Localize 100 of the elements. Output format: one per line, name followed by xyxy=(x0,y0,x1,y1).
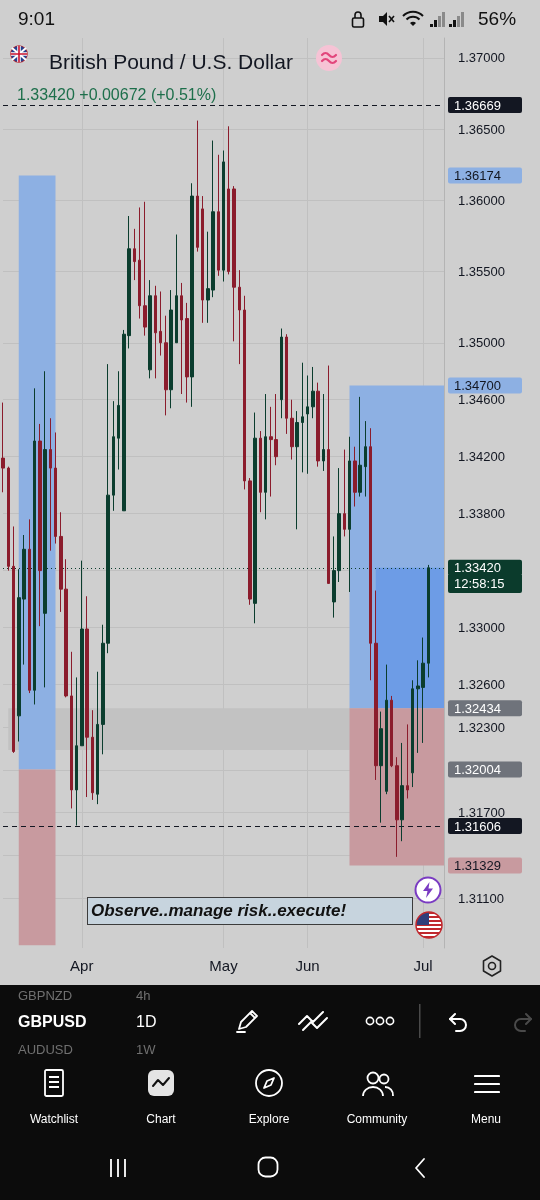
candlestick xyxy=(148,279,152,379)
text: 1.34700 xyxy=(454,377,501,393)
candlestick xyxy=(28,518,31,694)
candlestick xyxy=(49,417,52,552)
candlestick xyxy=(301,362,304,473)
text: British Pound / U.S. Dollar xyxy=(49,50,293,73)
candlestick xyxy=(358,396,362,498)
x-tick-label: Apr xyxy=(70,957,94,974)
candlestick xyxy=(327,365,330,584)
y-tick-label: 1.34200 xyxy=(458,449,505,465)
candlestick xyxy=(400,742,404,842)
text: Chart xyxy=(145,1112,177,1126)
candlestick xyxy=(154,285,157,379)
y-tick-label: 1.34600 xyxy=(458,392,505,408)
text: 1.33420 +0.00672 (+0.51%) xyxy=(17,85,217,103)
annotation: Observe..manage risk..execute! xyxy=(91,900,347,922)
candlestick xyxy=(112,400,115,512)
y-tick-label: 1.35500 xyxy=(458,264,505,280)
candlestick xyxy=(248,477,252,606)
y-tick-label: 1.37000 xyxy=(458,50,505,66)
candlestick xyxy=(164,315,168,416)
candlestick xyxy=(264,393,267,520)
candlestick xyxy=(175,234,178,344)
candlestick xyxy=(259,430,262,513)
candlestick xyxy=(143,201,147,337)
candlestick xyxy=(395,756,399,858)
candlestick xyxy=(222,150,225,283)
candlestick xyxy=(227,125,230,275)
y-tick-label: 1.32600 xyxy=(458,677,505,693)
candlestick xyxy=(295,410,299,530)
y-tick-label: 1.32300 xyxy=(458,719,505,735)
candlestick xyxy=(133,228,136,281)
candlestick xyxy=(285,333,288,435)
y-tick-label: 1.33800 xyxy=(458,506,505,522)
text: 12:58:15 xyxy=(454,575,505,593)
text: 1.32004 xyxy=(454,761,501,777)
candlestick xyxy=(180,282,183,395)
text: Explore xyxy=(247,1112,291,1126)
candlestick xyxy=(390,695,393,768)
y-tick-label: 1.31700 xyxy=(458,805,505,821)
candlestick xyxy=(280,328,283,419)
candlestick xyxy=(290,399,294,461)
candlestick xyxy=(306,375,309,475)
candlestick xyxy=(374,590,378,781)
ref-line-label: 1.36669 xyxy=(454,97,501,113)
x-tick-label: May xyxy=(209,957,239,974)
candlestick xyxy=(70,651,73,809)
text: GBPNZD xyxy=(18,988,73,1003)
candlestick xyxy=(311,366,315,419)
ref-line-label: 1.31606 xyxy=(454,818,501,834)
text: 1.32434 xyxy=(454,700,501,716)
y-tick-label: 1.33000 xyxy=(458,620,505,636)
candlestick xyxy=(369,427,372,681)
candlestick xyxy=(190,182,194,408)
y-tick-label: 1.36500 xyxy=(458,121,505,137)
text: 1W xyxy=(136,1042,156,1057)
candlestick xyxy=(159,290,162,357)
text: GBPUSD xyxy=(18,1013,87,1031)
candlestick xyxy=(138,206,141,320)
candlestick xyxy=(7,466,10,572)
candlestick xyxy=(411,679,414,788)
candlestick xyxy=(253,412,257,624)
text: 9:01 xyxy=(18,8,55,30)
candlestick xyxy=(238,269,241,365)
candlestick xyxy=(343,449,346,537)
y-tick-label: 1.35000 xyxy=(458,335,505,351)
candlestick xyxy=(353,446,357,508)
ref-line-label: 1.33420 xyxy=(454,560,501,576)
candlestick xyxy=(85,595,89,798)
text: AUDUSD xyxy=(18,1042,73,1057)
x-tick-label: Jun xyxy=(295,957,320,974)
candlestick xyxy=(243,295,246,490)
candlestick xyxy=(169,289,173,409)
text: Menu xyxy=(470,1112,502,1126)
candlestick xyxy=(379,711,383,824)
text: 1.36174 xyxy=(454,168,501,184)
text: Community xyxy=(345,1112,409,1126)
candlestick xyxy=(316,382,320,468)
candlestick xyxy=(54,431,57,545)
candlestick xyxy=(385,664,388,795)
x-tick-label: Jul xyxy=(413,957,433,974)
candlestick xyxy=(201,195,204,324)
candlestick xyxy=(75,676,78,827)
candlestick xyxy=(12,525,15,754)
candlestick xyxy=(1,402,5,493)
text: 1D xyxy=(136,1013,157,1031)
candlestick xyxy=(196,120,199,253)
text: 56% xyxy=(478,8,517,30)
candlestick xyxy=(91,709,94,801)
candlestick xyxy=(185,302,189,404)
y-tick-label: 1.36000 xyxy=(458,192,505,208)
candlestick xyxy=(117,370,120,470)
text: 1.31329 xyxy=(454,858,501,874)
candlestick xyxy=(38,423,42,627)
candlestick xyxy=(232,185,236,342)
text: 4h xyxy=(136,988,151,1003)
candlestick xyxy=(322,393,325,472)
candlestick xyxy=(217,154,220,277)
candlestick xyxy=(364,420,367,498)
candlestick xyxy=(96,671,99,805)
